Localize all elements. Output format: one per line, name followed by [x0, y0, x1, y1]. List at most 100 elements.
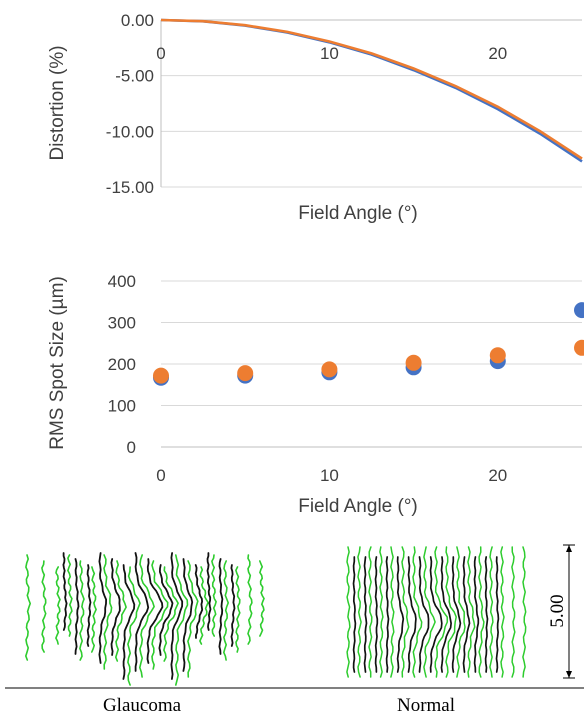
glaucoma-caption: Glaucoma	[103, 695, 182, 716]
normal-fringe-line-green	[346, 546, 351, 678]
distortion-series-line	[160, 18, 583, 163]
distortion-x-tick-label: 0	[156, 44, 165, 63]
glaucoma-fringe-image	[24, 552, 265, 686]
glaucoma-fringe-line-green	[211, 554, 217, 637]
spot-size-y-tick-label: 300	[108, 314, 136, 333]
normal-fringe-line-green	[489, 546, 494, 678]
spot-size-gridlines	[161, 280, 582, 448]
distortion-series	[160, 18, 583, 163]
spot-size-point	[574, 302, 584, 319]
glaucoma-fringe-line-green	[235, 566, 241, 653]
spot-size-x-tick-label: 10	[320, 466, 339, 485]
glaucoma-fringe-line-green	[67, 554, 73, 637]
glaucoma-fringe-line-green	[114, 560, 127, 662]
glaucoma-fringe-line-green	[79, 560, 85, 661]
spot-size-y-axis-title: RMS Spot Size (µm)	[47, 276, 68, 450]
glaucoma-fringe-line-green	[41, 560, 47, 653]
scale-bar: 5.00	[547, 544, 575, 679]
glaucoma-fringe-line-dark	[218, 558, 224, 655]
normal-fringe-line-dark	[374, 556, 379, 673]
distortion-x-tick-label: 10	[320, 44, 339, 63]
glaucoma-fringe-line-green	[91, 566, 97, 653]
spot-size-point	[153, 367, 169, 384]
normal-fringe-line-green	[500, 546, 505, 678]
normal-caption: Normal	[397, 695, 455, 716]
glaucoma-fringe-line-green	[222, 560, 230, 661]
distortion-y-axis-title: Distortion (%)	[47, 45, 68, 160]
spot-size-y-tick-label: 100	[108, 397, 136, 416]
normal-fringe-line-green	[434, 546, 449, 678]
glaucoma-fringe-line-green	[127, 566, 141, 686]
normal-fringe-line-green	[478, 546, 485, 678]
distortion-y-tick-label: -5.00	[115, 67, 154, 86]
normal-fringe-line-green	[379, 546, 384, 678]
distortion-y-tick-labels: 0.00 -5.00 -10.00 -15.00	[106, 11, 154, 197]
normal-fringe-line-dark	[429, 556, 443, 673]
normal-fringe-line-green	[390, 546, 395, 678]
normal-fringe-line-dark	[473, 556, 480, 673]
normal-fringe-line-dark	[352, 556, 357, 673]
distortion-y-tick-label: -15.00	[106, 178, 154, 197]
spot-size-y-tick-label: 0	[127, 438, 136, 457]
spot-size-point	[321, 361, 338, 378]
spot-size-point	[574, 339, 584, 356]
glaucoma-fringe-line-dark	[86, 564, 92, 647]
spot-size-point	[489, 347, 506, 364]
glaucoma-fringe-line-dark	[62, 552, 68, 631]
glaucoma-fringe-line-green	[199, 566, 210, 645]
glaucoma-fringe-line-green	[187, 560, 199, 678]
normal-fringe-line-dark	[407, 556, 417, 673]
spot-size-point	[405, 354, 422, 371]
glaucoma-fringe-line-dark	[74, 558, 80, 655]
glaucoma-fringe-line-green	[247, 554, 253, 645]
scale-bar-label: 5.00	[547, 594, 568, 627]
glaucoma-fringe-line-dark	[122, 564, 136, 680]
distortion-series-line	[160, 18, 583, 160]
normal-fringe-line-dark	[462, 556, 471, 673]
distortion-y-tick-label: 0.00	[121, 11, 154, 30]
distortion-y-tick-label: -10.00	[106, 122, 154, 141]
glaucoma-fringe-line-dark	[158, 564, 174, 656]
glaucoma-fringe-line-dark	[98, 552, 108, 664]
distortion-chart: 0.00 -5.00 -10.00 -15.00 0 10 20 Field Angle …	[47, 11, 583, 224]
spot-size-series	[153, 302, 584, 386]
glaucoma-fringe-line-dark	[194, 564, 204, 639]
distortion-x-tick-labels: 0 10 20	[156, 44, 507, 63]
glaucoma-fringe-line-green	[175, 554, 189, 686]
distortion-x-tick-label: 20	[488, 44, 507, 63]
spot-size-x-tick-label: 0	[156, 466, 165, 485]
spot-size-x-tick-labels: 0 10 20	[156, 466, 507, 485]
normal-fringe-line-green	[445, 546, 457, 678]
normal-fringe-line-dark	[396, 556, 405, 673]
normal-fringe-line-dark	[385, 556, 390, 673]
normal-fringe-line-green	[456, 546, 466, 678]
normal-fringe-line-dark	[440, 556, 452, 673]
normal-fringe-line-dark	[418, 556, 430, 673]
glaucoma-fringe-line-dark	[146, 558, 164, 664]
spot-size-y-tick-label: 200	[108, 355, 136, 374]
spot-size-y-tick-label: 400	[108, 272, 136, 291]
glaucoma-fringe-line-dark	[110, 558, 121, 656]
glaucoma-fringe-line-dark	[230, 564, 236, 647]
glaucoma-fringe-line-dark	[170, 552, 184, 680]
normal-fringe-image	[346, 546, 527, 678]
normal-fringe-line-green	[467, 546, 476, 678]
distortion-x-axis-title: Field Angle (°)	[298, 203, 418, 224]
glaucoma-fringe-line-dark	[206, 552, 212, 631]
normal-fringe-line-green	[401, 546, 410, 678]
normal-fringe-line-dark	[495, 556, 500, 673]
spot-size-x-tick-label: 20	[488, 466, 507, 485]
glaucoma-fringe-line-green	[163, 566, 179, 662]
normal-fringe-line-dark	[451, 556, 462, 673]
spot-size-point	[237, 365, 254, 382]
glaucoma-fringe-line-dark	[182, 558, 194, 672]
normal-fringe-line-green	[412, 546, 423, 678]
spot-size-chart: 400 300 200 100 0 0 10 20 Field Angle (°) RMS …	[47, 272, 584, 517]
normal-fringe-line-green	[511, 546, 516, 678]
normal-fringe-line-green	[522, 546, 527, 678]
spot-size-x-axis-title: Field Angle (°)	[298, 496, 418, 517]
normal-fringe-line-green	[368, 546, 373, 678]
normal-fringe-line-green	[357, 546, 362, 678]
glaucoma-fringe-line-green	[103, 554, 113, 670]
